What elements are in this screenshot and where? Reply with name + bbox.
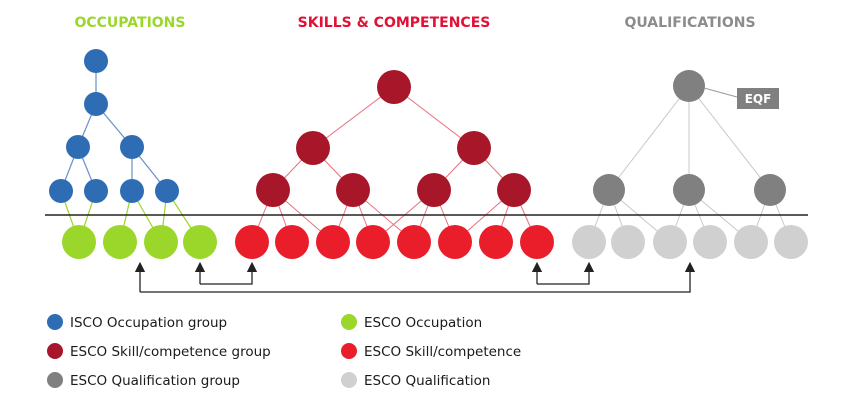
skill-node [520,225,554,259]
arrow-to-qualification [140,261,696,293]
legend-swatch [47,314,63,330]
connector-line [688,85,771,191]
qualification-node [693,225,727,259]
legend: ISCO Occupation group ESCO Occupation ES… [47,314,521,389]
legend-item-skill-group: ESCO Skill/competence group [47,343,271,360]
legend-label: ESCO Occupation [364,315,482,331]
eqf-badge: EQF [703,87,779,109]
skill-group-node [256,173,290,207]
legend-label: ISCO Occupation group [70,315,227,331]
qualification-node [611,225,645,259]
legend-item-isco-group: ISCO Occupation group [47,314,227,331]
qualifications-heading: QUALIFICATIONS [624,15,755,31]
qualification-node [734,225,768,259]
qualification-group-node [673,174,705,206]
skill-node [479,225,513,259]
legend-swatch [47,343,63,359]
arrow-to-qualification-2 [537,261,595,285]
esco-occupation-node [144,225,178,259]
isco-occupation-group-node [49,179,73,203]
qualification-node [774,225,808,259]
arrow-to-skill [200,261,258,285]
legend-swatch [341,343,357,359]
legend-label: ESCO Qualification group [70,373,240,389]
isco-occupation-group-node [84,92,108,116]
isco-occupation-group-node [120,135,144,159]
skill-group-node [497,173,531,207]
legend-label: ESCO Skill/competence group [70,344,271,360]
link-arrows [134,261,696,293]
skills-heading: SKILLS & COMPETENCES [298,15,491,31]
legend-swatch [47,372,63,388]
qualification-node [653,225,687,259]
occupations-heading: OCCUPATIONS [74,15,185,31]
skill-group-node [377,70,411,104]
esco-occupation-node [183,225,217,259]
legend-item-skill: ESCO Skill/competence [341,343,521,360]
qualification-node [572,225,606,259]
skill-node [438,225,472,259]
legend-swatch [341,372,357,388]
legend-swatch [341,314,357,330]
skill-node [397,225,431,259]
skill-node [275,225,309,259]
qualification-group-node [593,174,625,206]
isco-occupation-group-node [120,179,144,203]
esco-occupation-node [103,225,137,259]
qualification-group-node [754,174,786,206]
skill-node [235,225,269,259]
legend-label: ESCO Skill/competence [364,344,521,360]
eqf-label: EQF [745,92,772,106]
skill-group-node [336,173,370,207]
skill-group-node [457,131,491,165]
isco-occupation-group-node [84,179,108,203]
skill-group-node [296,131,330,165]
skill-node [356,225,390,259]
legend-item-qualification-group: ESCO Qualification group [47,372,240,389]
legend-item-esco-occupation: ESCO Occupation [341,314,482,331]
skill-group-node [417,173,451,207]
nodes [49,49,808,259]
qualification-group-node [673,70,705,102]
esco-occupation-node [62,225,96,259]
skill-node [316,225,350,259]
connector-line [608,85,690,191]
isco-occupation-group-node [155,179,179,203]
isco-occupation-group-node [66,135,90,159]
legend-label: ESCO Qualification [364,373,490,389]
isco-occupation-group-node [84,49,108,73]
legend-item-qualification: ESCO Qualification [341,372,490,389]
